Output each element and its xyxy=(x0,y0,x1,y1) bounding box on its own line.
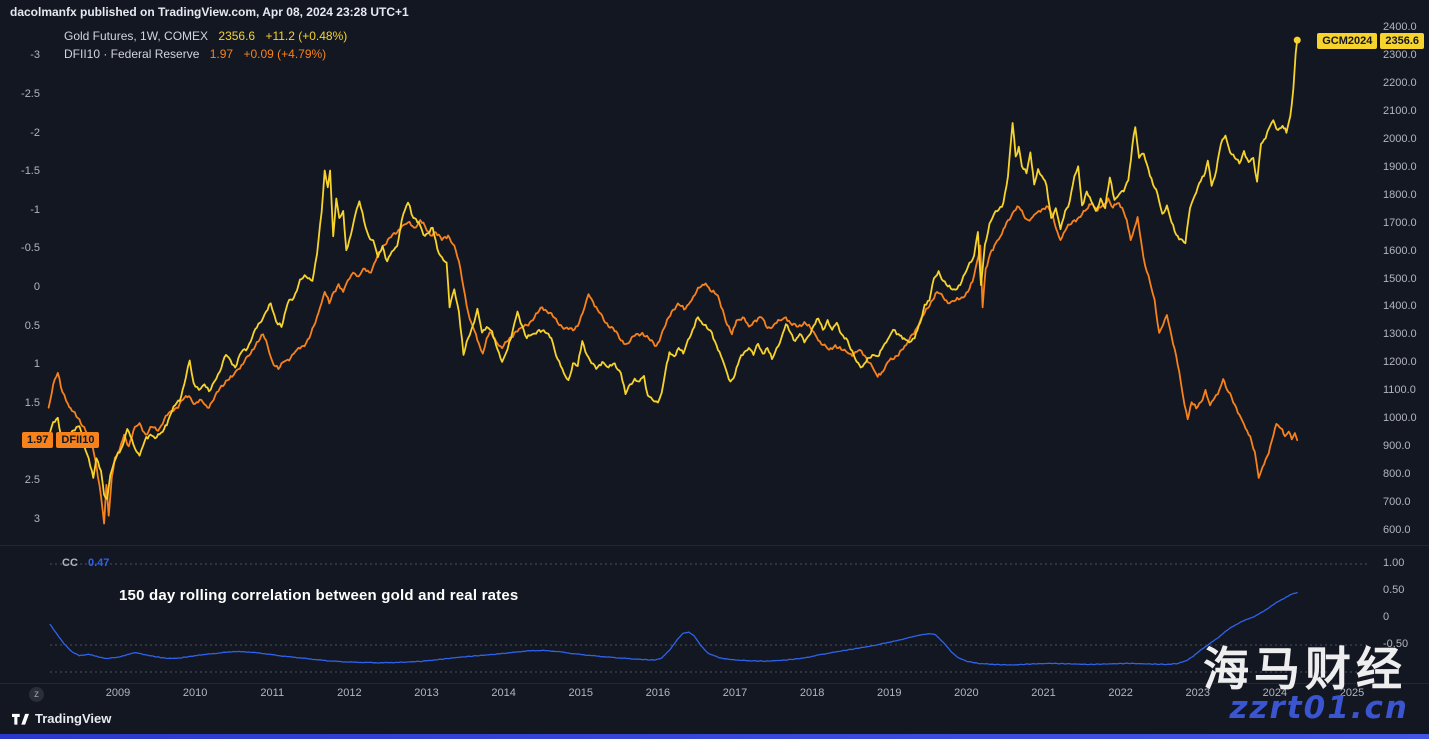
footer-brand[interactable]: TradingView xyxy=(12,711,111,726)
time-axis-tick: 2017 xyxy=(722,687,748,699)
right-axis-tick: 800.0 xyxy=(1383,468,1411,481)
left-axis-tick: 3 xyxy=(33,512,40,525)
right-axis-tick: 1300.0 xyxy=(1383,328,1417,341)
legend-row-gold[interactable]: Gold Futures, 1W, COMEX 2356.6 +11.2 (+0… xyxy=(64,27,354,45)
right-axis-tick: 1900.0 xyxy=(1383,160,1417,173)
cc-axis-tick: -0.50 xyxy=(1383,638,1409,650)
gold-axis-badge: GCM2024 2356.6 xyxy=(1317,33,1424,49)
cc-indicator-value: 0.47 xyxy=(87,557,110,569)
dfii-series-title: DFII10 · Federal Reserve xyxy=(64,47,200,61)
right-axis-tick: 1200.0 xyxy=(1383,356,1417,369)
cc-indicator-name: CC xyxy=(62,557,78,569)
right-price-axis[interactable]: 2400.0 2300.0 2200.0 2100.0 2000.0 1900.0 1800… xyxy=(1376,0,1429,545)
left-price-axis[interactable]: -3-2.5-2-1.5-1-0.500.511.522.53 xyxy=(0,0,46,545)
timezone-button[interactable]: z xyxy=(29,687,44,702)
time-axis-tick: 2025 xyxy=(1339,687,1365,699)
left-axis-tick: 0.5 xyxy=(24,319,40,332)
time-axis-tick: 2018 xyxy=(799,687,825,699)
watermark-site: zzrt01.cn xyxy=(1229,690,1409,726)
dfii-axis-badge: 1.97 DFII10 xyxy=(22,432,100,448)
left-axis-tick: 1 xyxy=(33,358,40,371)
tradingview-logo-icon xyxy=(12,713,29,725)
time-axis-tick: 2019 xyxy=(877,687,902,699)
panel-separator[interactable] xyxy=(0,545,1429,546)
gold-series-price: 2356.6 xyxy=(218,29,256,43)
legend: Gold Futures, 1W, COMEX 2356.6 +11.2 (+0… xyxy=(64,27,354,63)
time-axis-tick: 2016 xyxy=(645,687,671,699)
right-axis-tick: 1400.0 xyxy=(1383,300,1417,313)
watermark-chinese: 海马财经 xyxy=(1203,642,1407,696)
time-axis[interactable]: 2009 2010 2011 2012 2013 2014 2015 2016 2017 2018… xyxy=(0,687,1429,703)
gold-symbol-badge: GCM2024 xyxy=(1317,33,1378,49)
right-axis-tick: 1100.0 xyxy=(1383,384,1416,397)
tradingview-wordmark: TradingView xyxy=(35,711,112,726)
cc-right-axis[interactable]: 1.00 0.50 0 -0.50 xyxy=(1376,0,1429,690)
right-axis-tick: 1000.0 xyxy=(1383,412,1417,425)
left-axis-tick: 2.5 xyxy=(24,474,40,486)
right-axis-tick: 1800.0 xyxy=(1383,188,1417,201)
publish-header: dacolmanfx published on TradingView.com,… xyxy=(10,5,409,19)
left-axis-tick: -1 xyxy=(30,203,40,216)
time-axis-tick: 2023 xyxy=(1185,687,1210,699)
time-axis-tick: 2012 xyxy=(337,687,362,699)
time-axis-tick: 2009 xyxy=(105,687,131,699)
dfii-series-change: +0.09 (+4.79%) xyxy=(243,47,327,61)
time-axis-tick: 2020 xyxy=(954,687,979,699)
right-axis-tick: 2100.0 xyxy=(1383,104,1417,117)
time-axis-tick: 2015 xyxy=(568,687,593,699)
left-axis-tick: -3 xyxy=(30,49,40,62)
left-axis-tick: -0.5 xyxy=(21,242,40,255)
time-axis-tick: 2024 xyxy=(1262,687,1288,699)
right-axis-tick: 1600.0 xyxy=(1383,244,1417,257)
time-axis-tick: 2014 xyxy=(491,687,516,699)
right-axis-tick: 1500.0 xyxy=(1383,272,1417,285)
right-axis-tick: 900.0 xyxy=(1383,440,1411,453)
right-axis-tick: 1700.0 xyxy=(1383,216,1417,229)
gold-last-price-dot xyxy=(1293,36,1301,44)
gold-price-badge: 2356.6 xyxy=(1380,33,1424,49)
time-axis-tick: 2013 xyxy=(414,687,439,699)
gold-series-title: Gold Futures, 1W, COMEX xyxy=(64,29,209,43)
left-axis-tick: -2.5 xyxy=(21,88,40,100)
dfii-series-line[interactable] xyxy=(47,197,1299,525)
legend-row-dfii[interactable]: DFII10 · Federal Reserve 1.97 +0.09 (+4.… xyxy=(64,45,354,63)
left-axis-tick: 1.5 xyxy=(24,396,40,409)
time-axis-separator xyxy=(0,683,1429,684)
time-axis-tick: 2021 xyxy=(1031,687,1056,699)
left-axis-tick: -2 xyxy=(30,126,40,139)
right-axis-tick: 2200.0 xyxy=(1383,76,1417,89)
bottom-accent-strip xyxy=(0,734,1429,739)
time-axis-tick: 2022 xyxy=(1108,687,1133,699)
dfii-series-price: 1.97 xyxy=(209,47,234,61)
gold-series-change: +11.2 (+0.48%) xyxy=(265,29,348,43)
right-axis-tick: 2300.0 xyxy=(1383,48,1417,61)
cc-axis-tick: 0.50 xyxy=(1383,584,1405,596)
dfii-symbol-badge: DFII10 xyxy=(56,432,100,448)
cc-gridlines xyxy=(50,563,1368,673)
cc-axis-tick: 0 xyxy=(1383,611,1390,623)
right-axis-tick: 2000.0 xyxy=(1383,132,1417,145)
correlation-annotation-text[interactable]: 150 day rolling correlation between gold… xyxy=(119,587,519,604)
left-axis-tick: -1.5 xyxy=(21,165,40,178)
left-axis-tick: 0 xyxy=(33,281,40,293)
right-axis-tick: 600.0 xyxy=(1383,524,1411,536)
right-axis-tick: 700.0 xyxy=(1383,496,1411,509)
right-axis-tick: 2400.0 xyxy=(1383,21,1417,33)
time-axis-tick: 2010 xyxy=(182,687,208,699)
gold-series-line[interactable] xyxy=(47,39,1299,500)
dfii-price-badge: 1.97 xyxy=(22,432,54,448)
cc-axis-tick: 1.00 xyxy=(1383,557,1405,569)
cc-series-line[interactable] xyxy=(49,591,1298,666)
time-axis-tick: 2011 xyxy=(260,687,285,699)
cc-indicator-legend[interactable]: CC 0.47 xyxy=(62,557,109,569)
